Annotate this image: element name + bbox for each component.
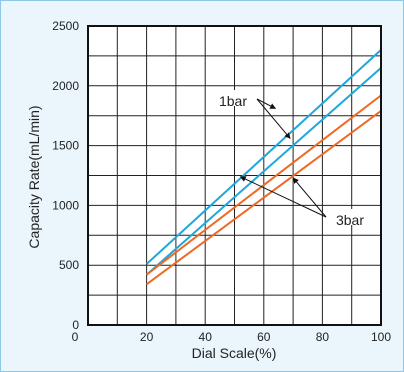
y-tick-label: 1000 <box>52 198 79 212</box>
y-tick-labels: 0 500 1000 1500 2000 2500 <box>52 19 79 332</box>
x-tick-label: 40 <box>199 330 213 344</box>
annotation-leader-line <box>239 176 327 218</box>
annotation-label-background <box>327 209 373 225</box>
annotation-label-background <box>210 90 256 106</box>
annotations: 1bar 3bar <box>210 90 373 228</box>
x-tick-label: 20 <box>140 330 154 344</box>
x-tick-labels: 0 20 40 60 80 100 <box>72 330 392 344</box>
annotation-leader-line <box>256 98 291 139</box>
y-tick-label: 2500 <box>52 19 79 33</box>
annotation-leader-line <box>256 98 277 109</box>
annotation-label: 3bar <box>336 212 364 228</box>
y-tick-label: 0 <box>72 318 79 332</box>
series-line-3bar <box>145 94 382 276</box>
x-tick-label: 0 <box>72 330 79 344</box>
x-tick-label: 80 <box>316 330 330 344</box>
y-axis-label: Capacity Rate(mL/min) <box>26 105 42 248</box>
annotation-label: 1bar <box>219 93 247 109</box>
series-line-3bar <box>146 110 382 286</box>
plot-frame <box>87 25 382 326</box>
y-tick-label: 2000 <box>52 79 79 93</box>
series-line-1bar <box>145 67 382 276</box>
y-tick-label: 1500 <box>52 139 79 153</box>
x-tick-label: 100 <box>371 330 391 344</box>
x-tick-label: 60 <box>257 330 271 344</box>
y-tick-label: 500 <box>59 258 79 272</box>
annotation-leader-line <box>292 177 327 218</box>
x-axis-label: Dial Scale(%) <box>192 345 277 361</box>
series-line-1bar <box>145 49 382 265</box>
series-lines <box>145 49 382 286</box>
